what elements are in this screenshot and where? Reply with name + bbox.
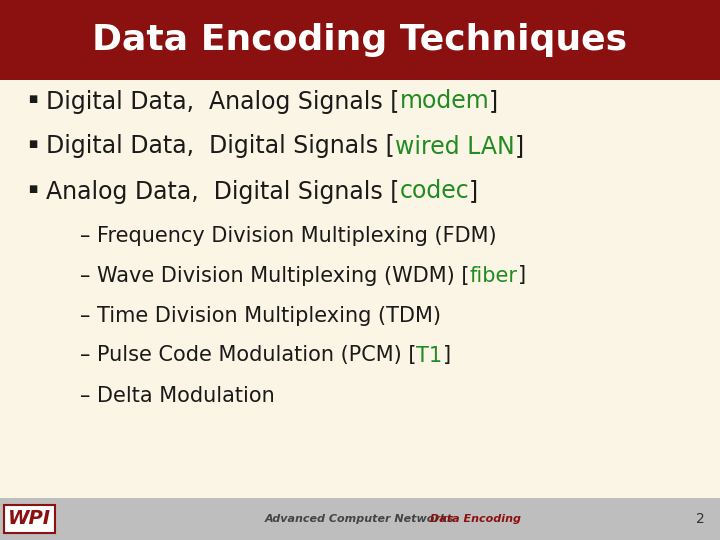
Text: Digital Data,  Digital Signals [: Digital Data, Digital Signals [: [46, 134, 395, 159]
Text: Digital Data,  Analog Signals [: Digital Data, Analog Signals [: [46, 90, 400, 113]
Text: Data Encoding Techniques: Data Encoding Techniques: [92, 23, 628, 57]
Text: wired LAN: wired LAN: [395, 134, 515, 159]
Text: fiber: fiber: [469, 266, 518, 286]
Text: Analog Data,  Digital Signals [: Analog Data, Digital Signals [: [46, 179, 400, 204]
Text: Data Encoding: Data Encoding: [430, 514, 521, 524]
Text: 2: 2: [696, 512, 705, 526]
Bar: [0, 498, 720, 540]
Text: ■: ■: [28, 139, 37, 150]
Text: – Frequency Division Multiplexing (FDM): – Frequency Division Multiplexing (FDM): [80, 226, 497, 246]
Text: ]: ]: [489, 90, 498, 113]
Text: ]: ]: [469, 179, 478, 204]
Text: WPI: WPI: [8, 510, 51, 529]
Text: T1: T1: [416, 346, 443, 366]
Text: Advanced Computer Networks: Advanced Computer Networks: [265, 514, 455, 524]
Bar: [0, 0, 720, 80]
Text: – Delta Modulation: – Delta Modulation: [80, 386, 275, 406]
Text: ■: ■: [28, 94, 37, 104]
Text: ]: ]: [515, 134, 523, 159]
Text: – Wave Division Multiplexing (WDM) [: – Wave Division Multiplexing (WDM) [: [80, 266, 469, 286]
Text: ■: ■: [28, 184, 37, 194]
Text: – Pulse Code Modulation (PCM) [: – Pulse Code Modulation (PCM) [: [80, 346, 416, 366]
Text: ]: ]: [443, 346, 451, 366]
Text: – Time Division Multiplexing (TDM): – Time Division Multiplexing (TDM): [80, 306, 441, 326]
Text: modem: modem: [400, 90, 489, 113]
Text: codec: codec: [400, 179, 469, 204]
Text: ]: ]: [518, 266, 526, 286]
